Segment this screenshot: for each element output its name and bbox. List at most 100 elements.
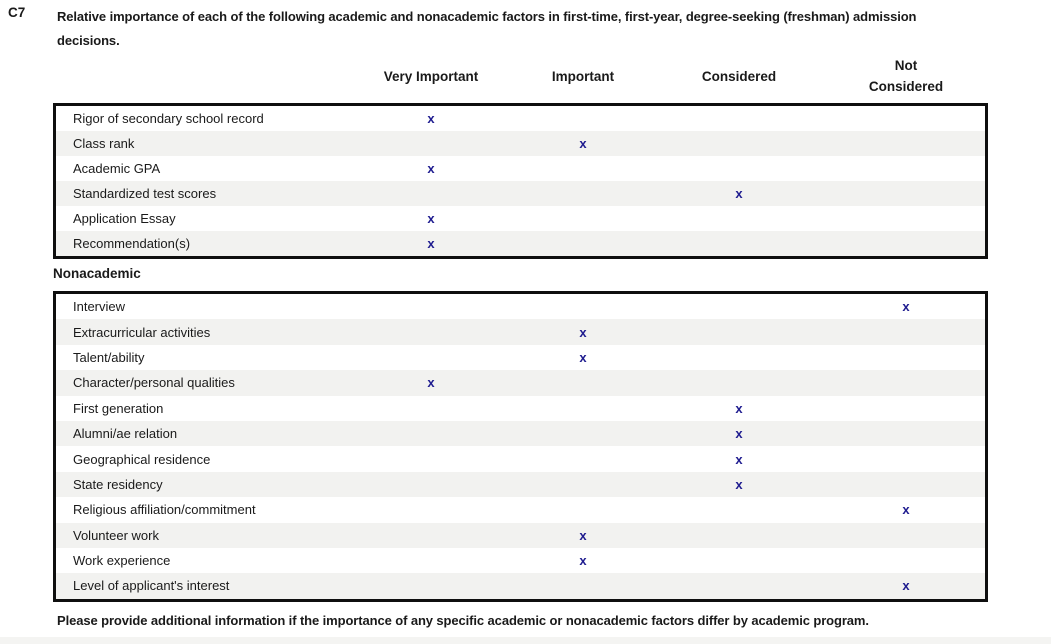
mark-cell-very-important xyxy=(416,345,446,370)
mark-cell-considered xyxy=(724,370,754,395)
mark-cell-not-considered xyxy=(891,319,921,344)
column-header-band: Academic Very Important Important Consid… xyxy=(0,54,1051,137)
mark-cell-important xyxy=(568,396,598,421)
factor-label: Application Essay xyxy=(73,211,176,226)
mark-cell-not-considered xyxy=(891,345,921,370)
mark-cell-not-considered xyxy=(891,446,921,471)
mark-cell-not-considered xyxy=(891,156,921,181)
mark-cell-important xyxy=(568,472,598,497)
mark-cell-very-important: x xyxy=(427,375,435,391)
mark-cell-not-considered: x xyxy=(902,299,910,315)
mark-cell-very-important xyxy=(416,181,446,206)
mark-cell-considered xyxy=(724,106,754,131)
mark-cell-important: x xyxy=(579,553,587,569)
mark-cell-important xyxy=(568,446,598,471)
mark-cell-not-considered xyxy=(891,396,921,421)
factor-label: State residency xyxy=(73,476,163,492)
table-row: Alumni/ae relation x xyxy=(56,420,985,447)
table-row: Interview x xyxy=(56,294,985,320)
mark-cell-very-important xyxy=(416,446,446,471)
factor-label: Extracurricular activities xyxy=(73,324,211,340)
column-header-considered: Considered xyxy=(701,68,777,84)
mark-cell-very-important xyxy=(416,523,446,548)
factor-label: Academic GPA xyxy=(73,161,161,176)
table-row: Standardized test scores x xyxy=(56,181,985,206)
mark-cell-important xyxy=(568,231,598,256)
table-row: Religious affiliation/commitment x xyxy=(56,497,985,523)
factor-label: Character/personal qualities xyxy=(73,375,235,391)
mark-cell-considered: x xyxy=(735,451,743,467)
factor-label: Volunteer work xyxy=(73,527,159,543)
mark-cell-important: x xyxy=(579,324,587,340)
mark-cell-considered: x xyxy=(735,186,743,201)
mark-cell-very-important xyxy=(416,421,446,446)
mark-cell-very-important xyxy=(416,319,446,344)
factor-label: Standardized test scores xyxy=(73,186,217,201)
mark-cell-very-important: x xyxy=(427,111,435,126)
mark-cell-considered xyxy=(724,497,754,522)
mark-cell-considered xyxy=(724,294,754,319)
mark-cell-considered: x xyxy=(735,400,743,416)
table-row: First generation x xyxy=(56,395,985,421)
mark-cell-important xyxy=(568,573,598,598)
footer-note: Please provide additional information if… xyxy=(57,613,869,628)
table-row: Character/personal qualities x xyxy=(56,370,985,396)
table-row: Work experience x xyxy=(56,547,985,574)
table-row: Geographical residence x xyxy=(56,446,985,472)
mark-cell-not-considered xyxy=(891,231,921,256)
table-row: Rigor of secondary school record x xyxy=(56,106,985,131)
mark-cell-very-important xyxy=(416,472,446,497)
mark-cell-not-considered: x xyxy=(902,578,910,594)
mark-cell-important xyxy=(568,421,598,446)
mark-cell-very-important: x xyxy=(427,211,435,226)
mark-cell-not-considered xyxy=(891,523,921,548)
mark-cell-very-important xyxy=(416,497,446,522)
mark-cell-not-considered xyxy=(891,548,921,573)
question-id: C7 xyxy=(8,5,26,20)
mark-cell-important xyxy=(568,370,598,395)
mark-cell-very-important: x xyxy=(427,236,435,251)
mark-cell-not-considered xyxy=(891,421,921,446)
mark-cell-considered xyxy=(724,319,754,344)
mark-cell-not-considered: x xyxy=(902,502,910,518)
factor-label: Religious affiliation/commitment xyxy=(73,502,256,518)
mark-cell-important xyxy=(568,497,598,522)
mark-cell-important xyxy=(568,206,598,231)
mark-cell-considered: x xyxy=(735,476,743,492)
mark-cell-important: x xyxy=(579,136,587,151)
table-row: Class rank x xyxy=(56,131,985,156)
mark-cell-not-considered xyxy=(891,181,921,206)
factor-label: Alumni/ae relation xyxy=(73,426,178,442)
factor-label: Talent/ability xyxy=(73,349,145,365)
factor-label: Level of applicant's interest xyxy=(73,578,230,594)
mark-cell-important xyxy=(568,156,598,181)
mark-cell-important xyxy=(568,294,598,319)
table-row: Academic GPA x xyxy=(56,156,985,181)
mark-cell-not-considered xyxy=(891,472,921,497)
factor-label: Class rank xyxy=(73,136,135,151)
table-row: Recommendation(s) x xyxy=(56,231,985,256)
mark-cell-very-important xyxy=(416,396,446,421)
bottom-strip xyxy=(0,637,1051,644)
mark-cell-not-considered xyxy=(891,370,921,395)
mark-cell-not-considered xyxy=(891,206,921,231)
table-row: Volunteer work x xyxy=(56,522,985,548)
factor-label: Rigor of secondary school record xyxy=(73,111,264,126)
mark-cell-considered xyxy=(724,206,754,231)
mark-cell-considered xyxy=(724,548,754,573)
mark-cell-considered xyxy=(724,231,754,256)
mark-cell-very-important xyxy=(416,548,446,573)
factor-label: First generation xyxy=(73,400,164,416)
table-row: Talent/ability x xyxy=(56,344,985,371)
column-header-not-considered: Not Considered xyxy=(868,58,944,94)
question-title: Relative importance of each of the follo… xyxy=(57,9,917,48)
table-row: Application Essay x xyxy=(56,206,985,231)
column-header-very-important: Very Important xyxy=(383,68,479,84)
factor-label: Geographical residence xyxy=(73,451,211,467)
factor-label: Interview xyxy=(73,299,126,315)
mark-cell-considered xyxy=(724,156,754,181)
mark-cell-important: x xyxy=(579,349,587,365)
mark-cell-very-important xyxy=(416,573,446,598)
mark-cell-very-important xyxy=(416,294,446,319)
mark-cell-considered xyxy=(724,573,754,598)
